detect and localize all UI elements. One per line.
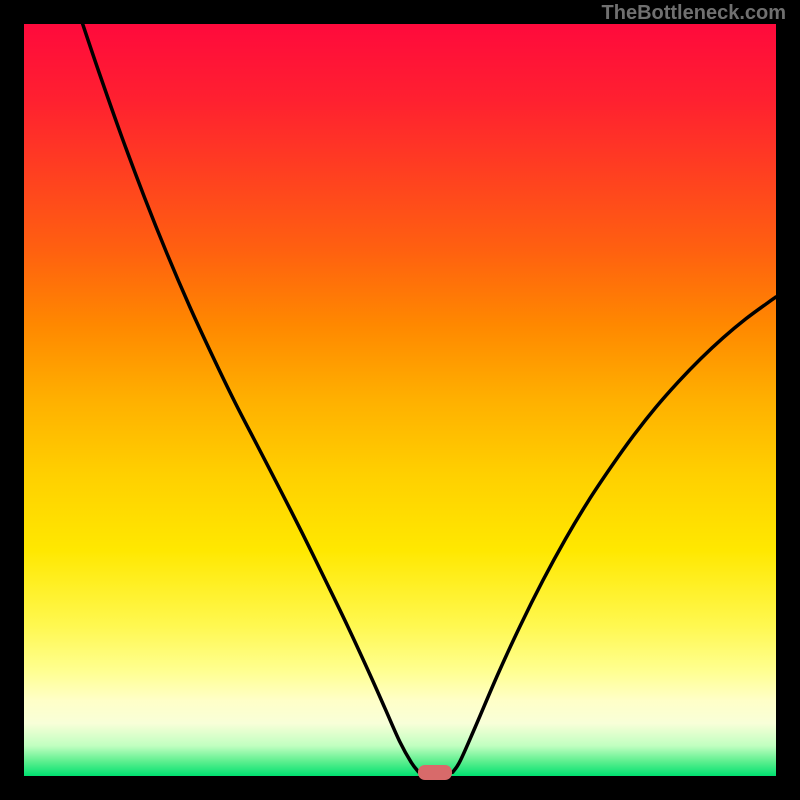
plot-area — [24, 24, 776, 776]
curve-svg — [24, 24, 776, 776]
optimal-marker — [418, 765, 452, 780]
bottleneck-chart: TheBottleneck.com — [0, 0, 800, 800]
bottleneck-curve — [83, 24, 776, 772]
watermark-text: TheBottleneck.com — [602, 2, 786, 25]
